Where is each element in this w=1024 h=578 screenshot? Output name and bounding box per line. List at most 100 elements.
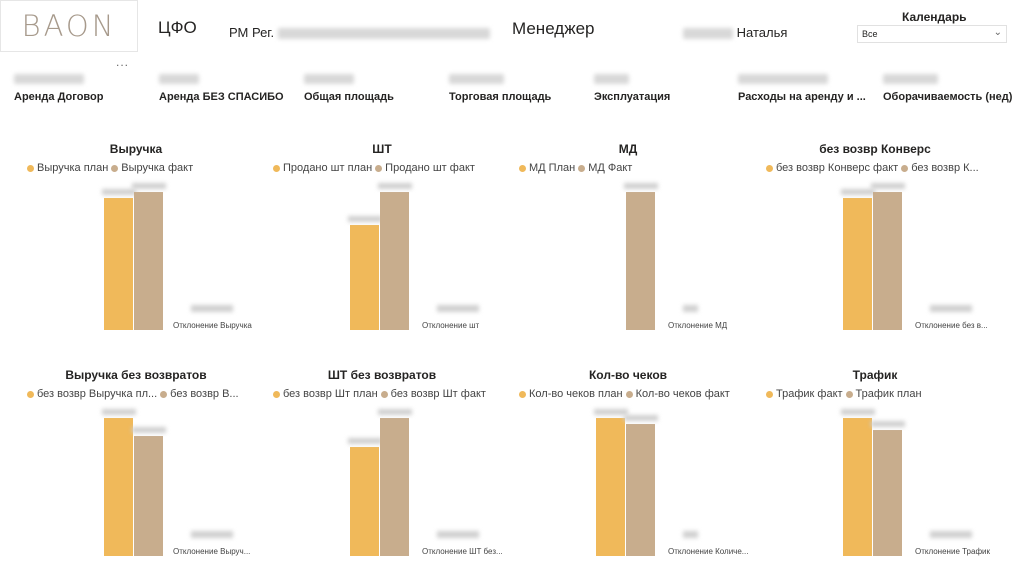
chart-legend: Продано шт план Продано шт факт	[270, 162, 502, 174]
bar-chart[interactable]: Выручка без возвратов без возвр Выручка п…	[16, 368, 256, 578]
data-label-redacted	[594, 409, 628, 415]
legend-dot	[273, 164, 280, 172]
deviation-value-redacted	[191, 531, 233, 538]
data-label-redacted	[378, 183, 412, 189]
chart-legend: без возвр Конверс факт без возвр К...	[763, 162, 995, 174]
data-label-redacted	[871, 421, 905, 427]
bar[interactable]	[873, 430, 902, 556]
legend-dot	[519, 164, 526, 172]
calendar-select[interactable]: Все ⌄	[857, 25, 1007, 43]
data-label-redacted	[348, 437, 382, 444]
chart-title: МД	[618, 142, 638, 156]
bar-chart[interactable]: без возвр Конверс без возвр Конверс факт б…	[755, 142, 995, 352]
chevron-down-icon: ⌄	[993, 27, 1002, 38]
chart-title: без возвр Конверс	[819, 142, 931, 156]
legend-dot	[625, 390, 633, 398]
legend-item: Продано шт факт	[385, 162, 475, 174]
deviation-value-redacted	[437, 531, 479, 538]
bar[interactable]	[134, 436, 163, 556]
bar[interactable]	[380, 192, 409, 330]
bar[interactable]	[134, 192, 163, 330]
user-filter[interactable]: Наталья	[683, 25, 787, 40]
bar[interactable]	[350, 446, 379, 556]
bar-chart[interactable]: Кол-во чеков Кол-во чеков план Кол-во чеко…	[508, 368, 748, 578]
kpi-label: Эксплуатация	[594, 91, 671, 103]
bar-chart[interactable]: Трафик Трафик факт Трафик план Отклонение Т…	[755, 368, 995, 578]
data-label-redacted	[378, 409, 412, 415]
kpi-card: Аренда Договор	[14, 74, 154, 103]
data-label-redacted	[841, 189, 875, 195]
data-label-redacted	[102, 409, 136, 415]
bar[interactable]	[596, 418, 625, 556]
legend-dot	[111, 164, 119, 172]
kpi-value-redacted	[14, 74, 84, 84]
kpi-card: Аренда БЕЗ СПАСИБО	[159, 74, 299, 103]
legend-dot	[766, 390, 773, 398]
legend-dot	[845, 390, 853, 398]
legend-dot	[519, 390, 526, 398]
legend-dot	[27, 390, 34, 398]
legend-dot	[160, 390, 168, 398]
rm-filter[interactable]: РМ Рег.	[229, 25, 490, 40]
deviation-value-redacted	[191, 305, 233, 312]
bar[interactable]	[843, 418, 872, 556]
deviation-label: Отклонение ШТ без...	[422, 547, 503, 556]
chart-title: Трафик	[852, 368, 898, 382]
calendar-label: Календарь	[902, 10, 967, 24]
chart-title: ШТ	[372, 142, 392, 156]
kpi-card: Расходы на аренду и ...	[738, 74, 878, 103]
kpi-value-redacted	[159, 74, 199, 84]
legend-item: без возвр Выручка пл...	[37, 388, 158, 400]
kpi-label: Расходы на аренду и ...	[738, 91, 866, 103]
kpi-value-redacted	[883, 74, 938, 84]
bar[interactable]	[626, 424, 655, 556]
baon-logo: BAON	[21, 9, 117, 43]
kpi-label: Оборачиваемость (нед)	[883, 91, 1013, 103]
data-label-redacted	[132, 183, 166, 189]
deviation-label: Отклонение Трафик	[915, 547, 990, 556]
legend-dot	[375, 164, 383, 172]
bar[interactable]	[104, 198, 133, 330]
deviation-label: Отклонение МД	[668, 321, 728, 330]
data-label-redacted	[348, 216, 382, 222]
bar-chart[interactable]: МД МД План МД Факт Отклонение МД	[508, 142, 748, 352]
user-surname-redacted	[683, 28, 733, 40]
legend-item: Продано шт план	[283, 162, 373, 174]
bar[interactable]	[873, 192, 902, 330]
deviation-label: Отклонение без в...	[915, 321, 988, 330]
chart-title: Кол-во чеков	[588, 368, 668, 382]
chart-legend: Трафик факт Трафик план	[763, 388, 995, 400]
bar[interactable]	[380, 418, 409, 556]
kpi-card: Эксплуатация	[594, 74, 734, 103]
kpi-label: Общая площадь	[304, 91, 394, 103]
bar-chart[interactable]: Выручка Выручка план Выручка факт Отклонени…	[16, 142, 256, 352]
legend-dot	[27, 164, 34, 172]
legend-item: без возвр К...	[911, 162, 979, 174]
deviation-label: Отклонение Выручка	[173, 321, 252, 330]
legend-item: без возвр Шт факт	[390, 388, 486, 400]
kpi-card: Торговая площадь	[449, 74, 589, 103]
kpi-label: Торговая площадь	[449, 91, 552, 103]
legend-item: Выручка факт	[121, 162, 194, 174]
bar[interactable]	[626, 192, 655, 330]
bar[interactable]	[350, 225, 379, 330]
bar[interactable]	[104, 418, 133, 556]
logo-box: BAON	[0, 0, 138, 52]
data-label-redacted	[871, 183, 905, 189]
data-label-redacted	[841, 409, 875, 415]
more-options-icon[interactable]: ...	[116, 55, 130, 69]
bar-chart[interactable]: ШТ без возвратов без возвр Шт план без воз…	[262, 368, 503, 578]
chart-legend: без возвр Выручка пл... без возвр В...	[24, 388, 256, 400]
bar-chart[interactable]: ШТ Продано шт план Продано шт факт Отклонен…	[262, 142, 502, 352]
kpi-value-redacted	[304, 74, 354, 84]
legend-dot	[766, 164, 773, 172]
deviation-value-redacted	[930, 531, 972, 538]
legend-item: Выручка план	[37, 162, 109, 174]
kpi-value-redacted	[449, 74, 504, 84]
kpi-label: Аренда Договор	[14, 91, 104, 103]
data-label-redacted	[102, 189, 136, 195]
user-name: Наталья	[736, 25, 788, 40]
deviation-value-redacted	[683, 305, 698, 312]
deviation-label: Отклонение шт	[422, 321, 480, 330]
bar[interactable]	[843, 198, 872, 330]
